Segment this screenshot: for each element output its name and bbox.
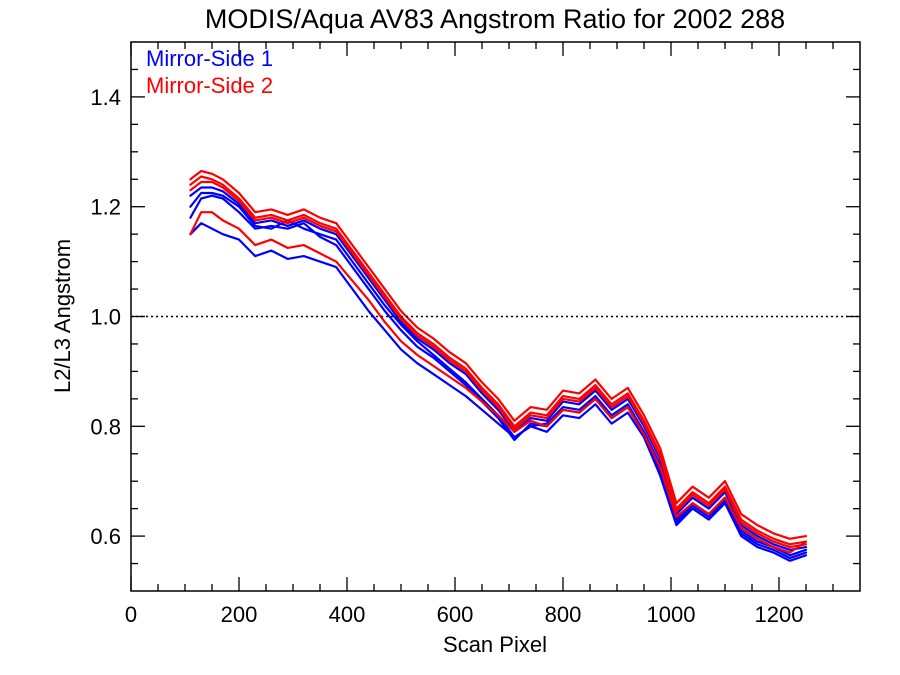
- mirror-side-2-line-5: [189, 169, 808, 540]
- x-tick-label: 1200: [755, 602, 804, 627]
- y-tick-label: 1.2: [90, 195, 121, 220]
- x-tick-label: 400: [329, 602, 366, 627]
- axis-ticks: 0 200 400 600 800 1000 1200 0.6 0.8 1.0 1.2 1.4: [90, 42, 860, 627]
- x-tick-label: 200: [221, 602, 258, 627]
- y-tick-label: 1.0: [90, 305, 121, 330]
- x-tick-label: 1000: [647, 602, 696, 627]
- y-tick-label: 0.6: [90, 524, 121, 549]
- legend-item-2: Mirror-Side 2: [146, 73, 273, 98]
- mirror-side-2-line-7: [189, 211, 808, 554]
- mirror-side-1-line-0: [189, 186, 808, 551]
- x-tick-label: 600: [437, 602, 474, 627]
- plot-axes: [130, 41, 861, 592]
- plot-lines: [189, 169, 808, 562]
- mirror-side-2-line-6: [189, 180, 808, 549]
- x-axis-title: Scan Pixel: [443, 632, 547, 657]
- y-tick-label: 1.4: [90, 85, 121, 110]
- y-tick-label: 0.8: [90, 414, 121, 439]
- mirror-side-2-line-4: [189, 175, 808, 546]
- x-tick-label: 800: [545, 602, 582, 627]
- legend-item-1: Mirror-Side 1: [146, 46, 273, 71]
- chart-title: MODIS/Aqua AV83 Angstrom Ratio for 2002 …: [205, 4, 785, 34]
- plot-frame: [130, 41, 861, 592]
- mirror-side-1-line-3: [189, 222, 808, 562]
- x-tick-label: 0: [125, 602, 137, 627]
- y-axis-title: L2/L3 Angstrom: [50, 239, 75, 393]
